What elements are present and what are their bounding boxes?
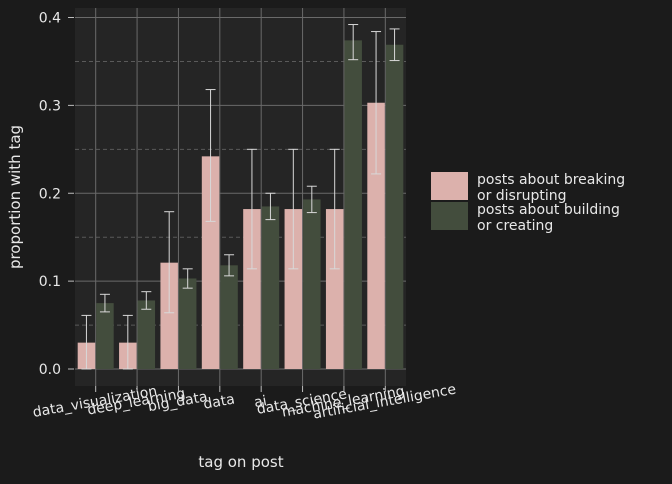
legend-label-1-1: or creating [477, 218, 553, 234]
legend-label-0-1: or disrupting [477, 188, 567, 204]
legend-swatch-1 [431, 202, 468, 230]
bar-s1-deep_learning [137, 300, 156, 369]
x-tick-label-ai: ai [253, 393, 268, 411]
bar-s1-data_science [303, 199, 321, 369]
legend-label-0-0: posts about breaking [477, 172, 625, 188]
bar-s1-data [220, 265, 238, 369]
bar-s1-data_visualization [96, 303, 114, 369]
y-tick-label-1: 0.1 [39, 274, 61, 290]
bar-s0-big_data [160, 262, 178, 369]
bar-s0-data_science [284, 209, 303, 369]
bar-s0-ai [243, 209, 261, 369]
x-tick-label-data: data [202, 391, 236, 412]
bar-s0-data [201, 156, 220, 369]
y-axis-title: proportion with tag [6, 125, 24, 269]
bar-s1-ai [261, 206, 280, 369]
y-tick-label-4: 0.4 [39, 11, 61, 27]
bar-s1-artificial_intelligence [385, 44, 404, 370]
bar-s1-machine_learning [344, 40, 362, 369]
x-axis-title: tag on post [198, 453, 283, 471]
y-tick-label-3: 0.3 [39, 98, 61, 114]
bar-s0-machine_learning [325, 209, 344, 369]
legend-label-1-0: posts about building [477, 202, 620, 218]
legend-swatch-0 [431, 172, 468, 200]
y-tick-label-2: 0.2 [39, 186, 61, 202]
bar-s0-artificial_intelligence [367, 102, 385, 370]
y-tick-label-0: 0.0 [39, 362, 61, 378]
bar-s1-big_data [178, 278, 197, 369]
